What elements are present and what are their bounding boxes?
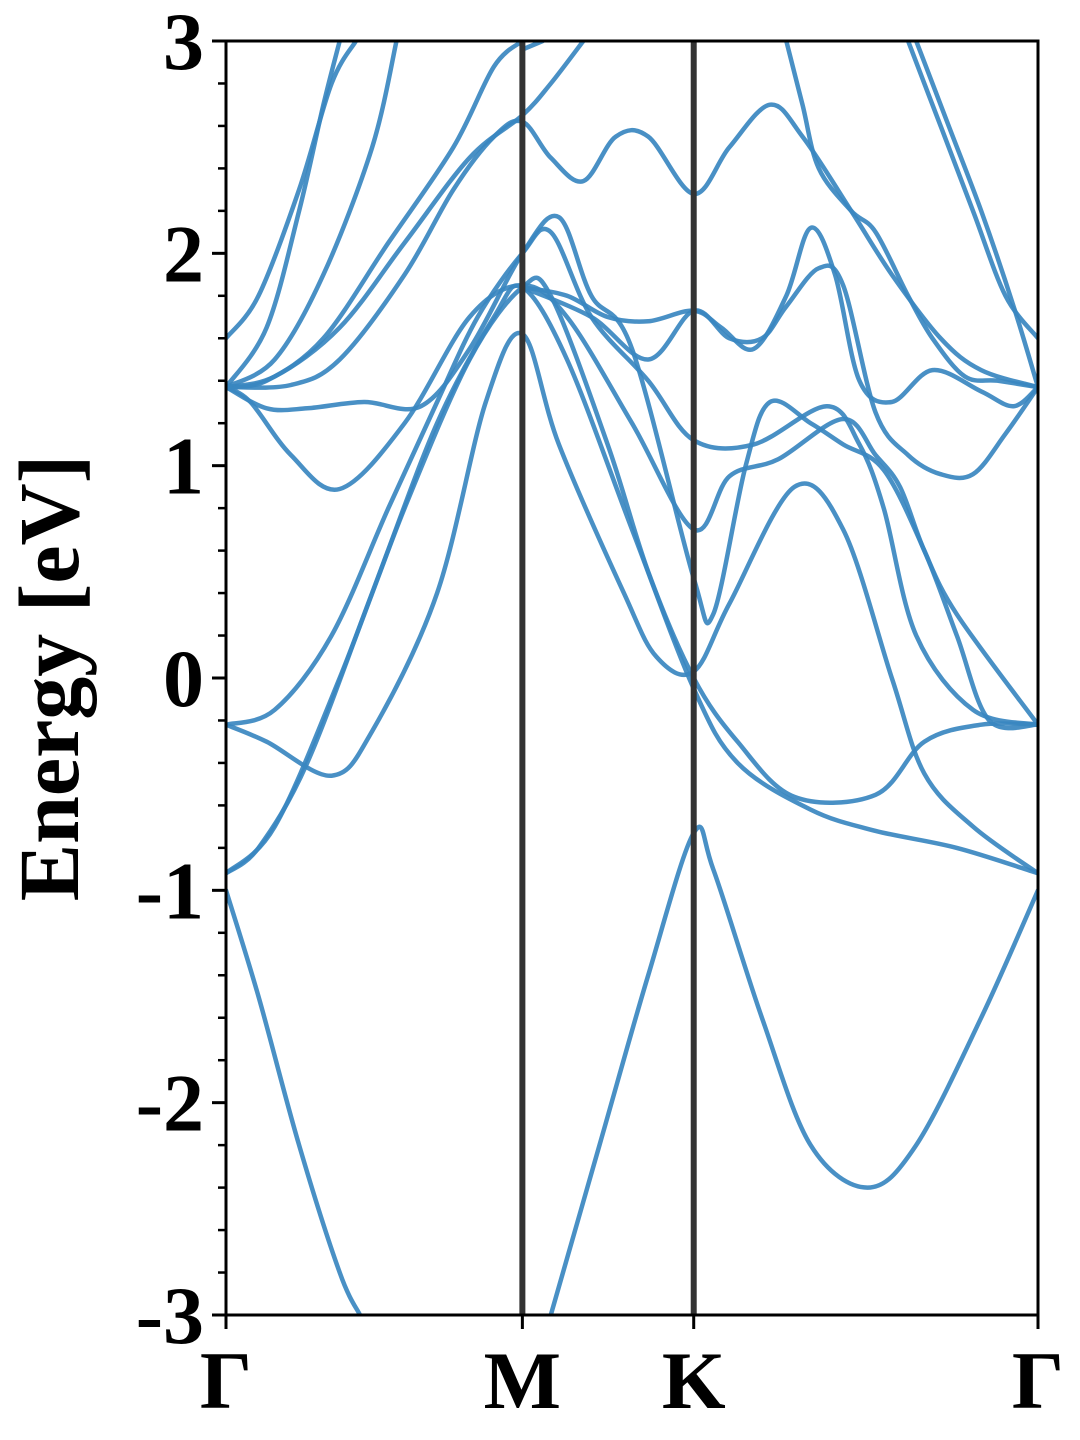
y-tick-label: -1 — [136, 845, 204, 936]
y-tick-label: -2 — [136, 1058, 204, 1149]
y-axis-label: Energy [eV] — [1, 455, 97, 902]
plot-frame — [224, 39, 1040, 1317]
band-line-5 — [226, 330, 1038, 876]
band-line-1 — [226, 888, 363, 1315]
band-line-10 — [226, 41, 586, 390]
y-tick-label: 0 — [163, 633, 204, 724]
band-lines — [226, 41, 1038, 1315]
band-line-20 — [913, 41, 1038, 390]
x-tick-label: Γ — [200, 1335, 252, 1426]
y-tick-label: 1 — [163, 421, 204, 512]
y-tick-label: 2 — [163, 208, 204, 299]
y-axis-ticks: -3 -2 -1 0 1 2 3 — [136, 0, 226, 1361]
x-tick-label: Γ — [1012, 1335, 1064, 1426]
band-line-16 — [520, 225, 1038, 409]
y-tick-label: 3 — [163, 0, 204, 87]
y-tick-label: -3 — [136, 1270, 204, 1361]
band-line-4 — [226, 275, 1038, 876]
x-tick-label: M — [484, 1335, 561, 1426]
band-line-2 — [548, 824, 1038, 1315]
band-line-18 — [784, 41, 1038, 390]
band-line-17 — [520, 263, 1038, 481]
band-line-3 — [226, 283, 1038, 876]
band-line-13 — [226, 41, 359, 341]
band-line-7 — [226, 282, 1038, 727]
band-line-14 — [226, 41, 342, 390]
band-line-9 — [226, 102, 1038, 390]
band-line-6 — [226, 226, 1038, 727]
band-line-11 — [226, 41, 525, 390]
band-line-12 — [226, 41, 399, 390]
high-symmetry-dividers — [519, 41, 697, 1315]
x-tick-label: K — [662, 1335, 726, 1426]
